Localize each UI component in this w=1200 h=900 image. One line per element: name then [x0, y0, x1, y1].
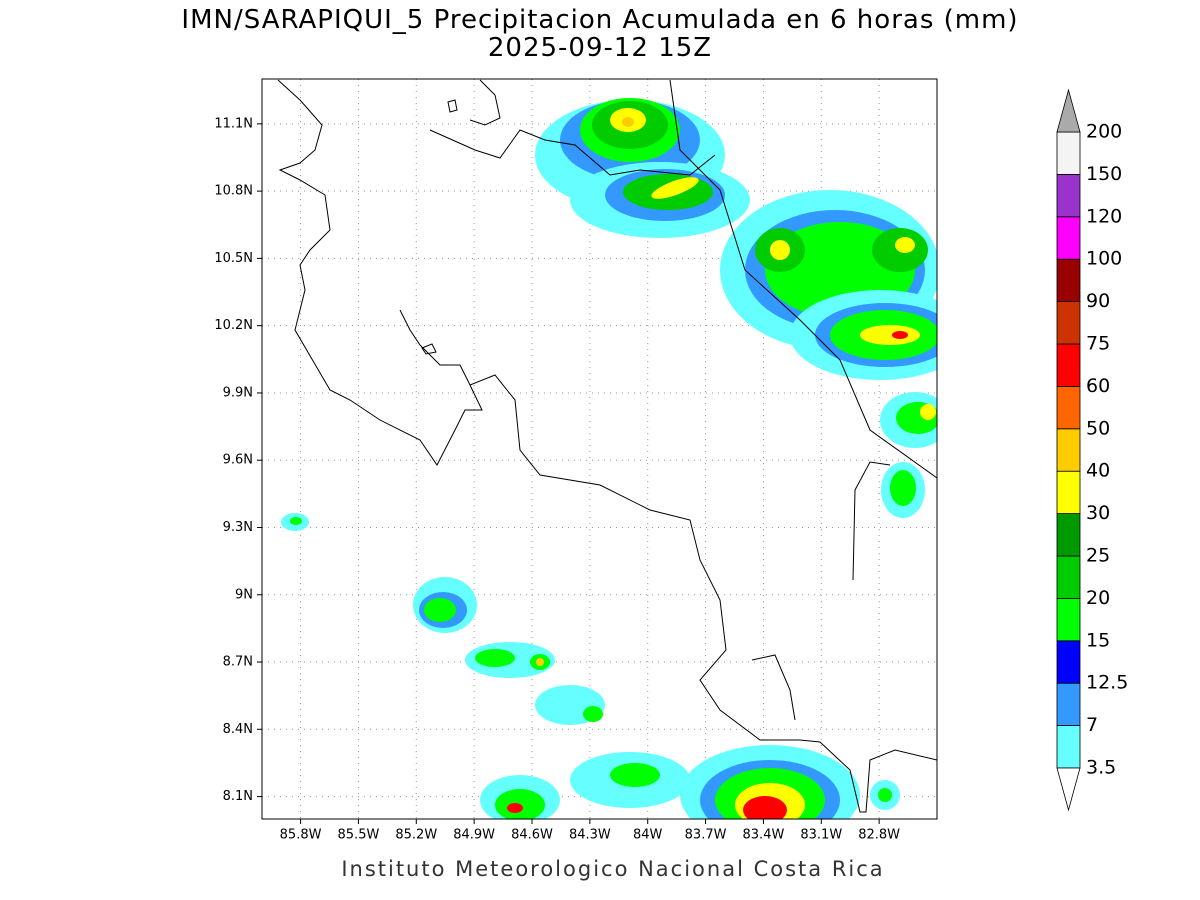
colorbar-segment: [1056, 428, 1081, 472]
x-tick-label: 85.5W: [338, 828, 380, 843]
colorbar-label: 60: [1086, 375, 1110, 397]
colorbar-segment: [1056, 470, 1081, 515]
rain-area: [895, 237, 915, 253]
colorbar-segment: [1056, 555, 1081, 599]
colorbar-segment: [1056, 385, 1081, 430]
colorbar-segment: [1056, 640, 1081, 684]
colorbar-segment: [1056, 216, 1081, 260]
rain-area: [610, 763, 660, 787]
rain-cell: [281, 513, 605, 725]
colorbar-segment: [1056, 343, 1081, 387]
colorbar-label: 50: [1086, 417, 1110, 439]
x-tick-label: 82.8W: [858, 828, 900, 843]
rain-cell: [790, 290, 937, 380]
island: [421, 343, 437, 355]
footer: Instituto Meteorologico Nacional Costa R…: [341, 857, 884, 881]
colorbar-label: 75: [1086, 333, 1110, 355]
coastlines: [277, 79, 937, 813]
y-tick-label: 9.3N: [223, 520, 253, 535]
rain-area: [651, 177, 699, 199]
map-frame: [261, 78, 938, 820]
title: IMN/SARAPIQUI_5 Precipitacion Acumulada …: [181, 5, 1018, 35]
x-tick-label: 83.1W: [800, 828, 842, 843]
lake: [447, 99, 458, 113]
y-tick-label: 8.1N: [223, 789, 253, 804]
y-tick-label: 10.5N: [214, 251, 253, 266]
colorbar-label: 150: [1086, 163, 1122, 185]
axis-labels: 85.8W 85.5W 85.2W 84.9W 84.6W 84.3W 84W 83.7W 83…: [214, 116, 900, 842]
x-tick-label: 84.9W: [453, 828, 495, 843]
colorbar-label: 120: [1086, 205, 1122, 227]
rain-area: [743, 796, 787, 819]
x-tick-label: 84.3W: [569, 828, 611, 843]
rain-cell: [880, 392, 937, 518]
colorbar-label: 25: [1086, 545, 1110, 567]
colorbar-label: 100: [1086, 248, 1122, 270]
colorbar-label: 90: [1086, 290, 1110, 312]
rain-cell: [480, 745, 900, 819]
colorbar-segment: [1056, 725, 1081, 769]
rain-area: [424, 598, 456, 622]
x-tick-label: 85.8W: [280, 828, 322, 843]
colorbar-label: 40: [1086, 460, 1110, 482]
rain-area: [495, 789, 545, 819]
rain-area: [583, 706, 603, 722]
colorbar-segment: [1056, 131, 1081, 175]
coastline: [469, 79, 501, 126]
colorbar-label: 20: [1086, 587, 1110, 609]
colorbar-segment: [1056, 682, 1081, 727]
y-tick-label: 9.6N: [223, 453, 253, 468]
rain-cell: [570, 162, 750, 238]
y-tick-label: 9N: [235, 587, 253, 602]
x-tick-label: 83.7W: [685, 828, 727, 843]
x-tick-label: 85.2W: [395, 828, 437, 843]
border: [429, 129, 716, 176]
colorbar: 3.5 7 12.5 15 20 25 30 40 50 60 75 90 100 120 150 200: [1056, 88, 1128, 812]
colorbar-segment: [1056, 173, 1081, 218]
border: [852, 461, 891, 581]
rain-area: [536, 658, 544, 666]
colorbar-label: 3.5: [1086, 757, 1116, 779]
x-tick-label: 84W: [633, 828, 663, 843]
colorbar-segment: [1056, 301, 1081, 345]
colorbar-label: 7: [1086, 714, 1098, 736]
y-tick-label: 10.8N: [214, 184, 253, 199]
coastline: [669, 79, 937, 479]
colorbar-under: [1056, 767, 1081, 812]
coastline: [751, 654, 796, 721]
rain-area: [290, 517, 302, 525]
colorbar-segment: [1056, 598, 1081, 642]
rain-area: [770, 240, 790, 260]
rain-area: [860, 325, 920, 345]
colorbar-label: 12.5: [1086, 672, 1128, 694]
rain-area: [892, 331, 908, 339]
colorbar-segment: [1056, 258, 1081, 303]
y-tick-label: 8.7N: [223, 655, 253, 670]
colorbar-label: 30: [1086, 502, 1110, 524]
x-tick-label: 83.4W: [743, 828, 785, 843]
y-tick-label: 11.1N: [214, 116, 253, 131]
rain-area: [475, 649, 515, 667]
colorbar-label: 15: [1086, 629, 1110, 651]
subtitle: 2025-09-12 15Z: [488, 33, 712, 63]
rain-area: [920, 404, 936, 420]
rain-area: [622, 117, 634, 127]
colorbar-label: 200: [1086, 121, 1122, 143]
y-tick-label: 8.4N: [223, 722, 253, 737]
rain-area: [878, 788, 892, 802]
y-tick-label: 10.2N: [214, 318, 253, 333]
colorbar-segment: [1056, 513, 1081, 557]
coastline: [399, 309, 471, 386]
colorbar-over: [1056, 88, 1081, 133]
rain-area: [507, 803, 523, 813]
y-tick-label: 9.9N: [223, 385, 253, 400]
precipitation-field: [281, 98, 937, 819]
rain-area: [890, 470, 916, 506]
x-tick-label: 84.6W: [511, 828, 553, 843]
